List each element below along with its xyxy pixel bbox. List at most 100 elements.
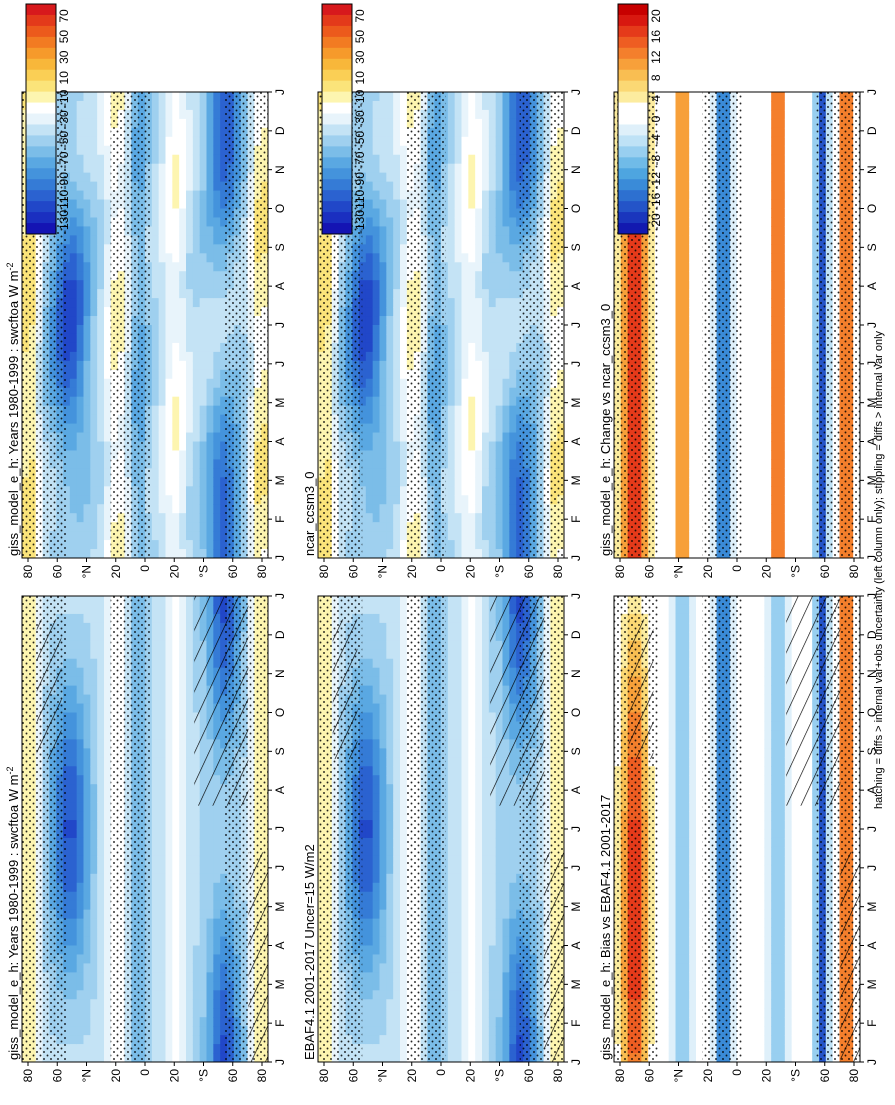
model-right-cell [83,190,91,201]
obs-left-cell [447,990,456,1000]
model-left-cell [199,873,207,884]
model-right-cell [158,531,166,541]
model-left-cell [165,873,173,884]
model-right-cell [158,217,166,227]
model-right-cell [192,477,201,487]
model-right-cell [69,459,78,469]
model-left-cell [63,829,71,839]
model-right-colorbar-swatch [26,14,56,27]
model-right-colorbar-swatch [26,4,56,16]
obs-left-cell [372,685,380,696]
model-left-cell [179,963,187,973]
model-left-cell [179,730,187,740]
obs-left-cell [365,963,374,973]
model-left-xtick-label: M [273,902,287,912]
model-left-cell [158,766,166,776]
model-left-cell [206,1044,214,1054]
model-right-cell [199,289,207,299]
model-right-cell [213,298,221,308]
model-left-cell [97,658,105,669]
model-right-cell [97,271,105,281]
model-left-cell [97,945,105,955]
model-right-cell [213,316,221,326]
model-right-cell [199,298,207,308]
model-right-cell [63,307,71,317]
model-left-cell [192,1044,201,1054]
model-left-cell [63,1017,71,1027]
model-right-cell [63,405,71,416]
model-right-cell [199,307,207,317]
model-left-cell [179,999,187,1009]
obs-left-cell [372,658,380,669]
model-left-cell [104,972,112,982]
obs-left-cell [365,685,374,696]
model-left-cell [172,721,180,731]
model-left-cell [69,999,78,1009]
model-left-cell [192,802,201,812]
model-left-cell [97,846,105,857]
model-right-cell [172,208,180,218]
model-right-cell [90,181,98,192]
model-left-cell [104,622,112,633]
model-right-cell [97,504,105,514]
model-right-cell [76,378,84,389]
obs-left-cell [372,918,380,929]
obs-left-cell [393,658,401,669]
model-left-cell [179,855,187,866]
model-left-cell [179,900,187,911]
model-right-cell [90,199,98,209]
model-right-cell [83,540,91,550]
model-left-panel: giss_model_e_h: Years 1980-1999 : swcfto… [5,319,287,1082]
obs-left-cell [447,622,456,633]
model-left-cell [76,855,84,866]
model-left-cell [172,613,180,624]
model-left-cell [76,820,84,830]
obs-left-cell [379,999,387,1009]
model-right-cell [165,307,173,317]
model-left-cell [213,1017,221,1027]
obs-left-cell [379,963,387,973]
model-left-cell [90,1026,98,1036]
model-right-cell [179,100,187,111]
model-right-cell [192,92,201,102]
obs-left-cell [386,909,394,920]
obs-left-cell [454,622,462,633]
model-right-cell [165,289,173,299]
model-right-cell [172,405,180,416]
model-right-cell [186,459,194,469]
model-right-cell [165,369,173,380]
model-right-cell [206,226,214,236]
model-left-cell [151,820,160,830]
model-left-cell [179,784,187,794]
model-right-cell [104,163,112,174]
model-right-cell [104,127,112,138]
model-left-cell [165,1035,173,1045]
obs-left-cell [379,1026,387,1036]
model-left-cell [83,829,91,839]
model-left-cell [206,927,214,938]
model-right-cell [192,289,201,299]
model-left-cell [63,685,71,696]
model-right-cell [179,369,187,380]
model-right-cell [206,486,214,496]
model-right-cell [165,495,173,505]
obs-left-cell [400,909,408,920]
model-right-cell [69,540,78,550]
obs-left-cell [447,739,456,749]
model-right-cell [104,351,112,362]
model-left-cell [158,748,166,758]
model-left-cell [172,918,180,929]
model-right-cell [172,145,180,156]
model-left-cell [206,999,214,1009]
model-right-cell [165,549,173,559]
model-left-cell [97,1017,105,1027]
model-right-cell [63,441,71,451]
model-right-cell [63,262,71,272]
obs-left-cell [447,837,456,848]
model-left-cell [179,981,187,991]
model-left-cell [83,739,91,749]
model-left-cell [63,1008,71,1018]
model-left-cell [83,596,91,606]
obs-left-cell [379,784,387,794]
obs-left-cell [365,837,374,848]
